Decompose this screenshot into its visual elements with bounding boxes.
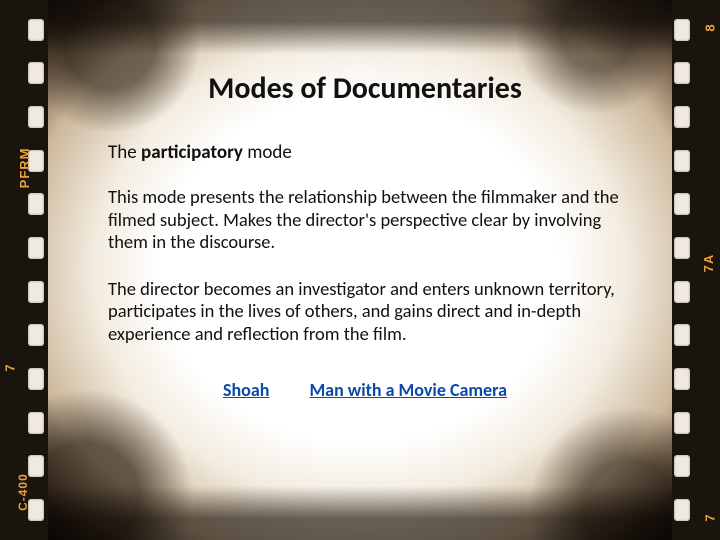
edge-label-7a: 7A (701, 254, 716, 273)
sprocket-column-right (674, 0, 692, 540)
link-shoah[interactable]: Shoah (223, 379, 269, 401)
film-frame: PFRM 7 C-400 8 7A 7 Modes of Documentari… (0, 0, 720, 540)
sprocket-hole (674, 281, 690, 303)
sprocket-hole (674, 193, 690, 215)
sprocket-hole (28, 412, 44, 434)
photo-area: Modes of Documentaries The participatory… (48, 0, 672, 540)
sprocket-hole (674, 237, 690, 259)
subhead-pre: The (108, 141, 141, 164)
edge-label-8: 8 (702, 23, 717, 31)
example-links: Shoah Man with a Movie Camera (108, 379, 622, 401)
film-strip-right: 8 7A 7 (672, 0, 720, 540)
sprocket-hole (674, 455, 690, 477)
slide-subheading: The participatory mode (108, 141, 622, 164)
sprocket-hole (28, 62, 44, 84)
sprocket-hole (674, 150, 690, 172)
sprocket-hole (28, 324, 44, 346)
sprocket-column-left (28, 0, 46, 540)
sprocket-hole (674, 106, 690, 128)
sprocket-hole (28, 281, 44, 303)
edge-label-c400: C-400 (16, 473, 30, 511)
link-man-with-a-movie-camera[interactable]: Man with a Movie Camera (309, 379, 507, 401)
edge-label-7: 7 (3, 363, 18, 371)
edge-label-pfrm: PFRM (17, 148, 32, 189)
sprocket-hole (28, 499, 44, 521)
sprocket-hole (28, 368, 44, 390)
paragraph-1: This mode presents the relationship betw… (108, 186, 622, 254)
sprocket-hole (28, 237, 44, 259)
sprocket-hole (674, 324, 690, 346)
sprocket-hole (674, 499, 690, 521)
subhead-post: mode (243, 141, 292, 164)
film-strip-left: PFRM 7 C-400 (0, 0, 48, 540)
slide-title: Modes of Documentaries (108, 70, 622, 107)
edge-label-7r: 7 (702, 513, 717, 521)
slide-content: Modes of Documentaries The participatory… (108, 70, 622, 500)
sprocket-hole (674, 368, 690, 390)
sprocket-hole (674, 62, 690, 84)
sprocket-hole (28, 106, 44, 128)
sprocket-hole (674, 412, 690, 434)
sprocket-hole (28, 455, 44, 477)
sprocket-hole (28, 193, 44, 215)
paragraph-2: The director becomes an investigator and… (108, 278, 622, 346)
subhead-bold: participatory (141, 141, 243, 164)
sprocket-hole (28, 19, 44, 41)
sprocket-hole (674, 19, 690, 41)
